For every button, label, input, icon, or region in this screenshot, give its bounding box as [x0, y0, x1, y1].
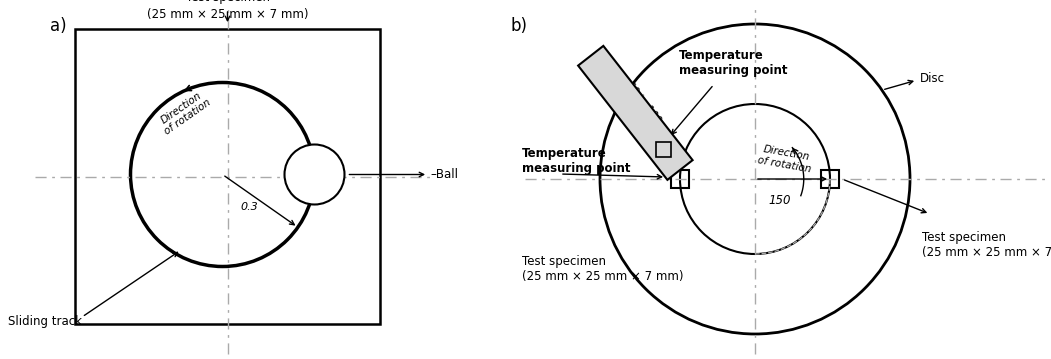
Text: (25 mm × 25 mm × 7 mm): (25 mm × 25 mm × 7 mm) [147, 8, 308, 21]
Text: Sliding track: Sliding track [8, 314, 82, 327]
Text: Test specimen
(25 mm × 25 mm × 7 mm): Test specimen (25 mm × 25 mm × 7 mm) [922, 231, 1051, 259]
Text: Disc: Disc [920, 71, 945, 85]
Text: 150: 150 [768, 195, 791, 208]
Text: 50 to 100: 50 to 100 [624, 80, 662, 126]
Text: Temperature
measuring point: Temperature measuring point [522, 147, 631, 175]
Ellipse shape [285, 145, 345, 205]
Text: Test specimen
(25 mm × 25 mm × 7 mm): Test specimen (25 mm × 25 mm × 7 mm) [522, 255, 683, 283]
Text: a): a) [50, 17, 66, 35]
Text: 0.3: 0.3 [241, 201, 259, 211]
Text: Direction
of rotation: Direction of rotation [156, 88, 213, 137]
Text: b): b) [510, 17, 527, 35]
Text: Temperature
measuring point: Temperature measuring point [679, 50, 787, 78]
Text: Test specimen: Test specimen [185, 0, 269, 4]
Text: –Ball: –Ball [430, 168, 458, 181]
Text: Direction
of rotation: Direction of rotation [757, 144, 813, 174]
Polygon shape [578, 46, 693, 180]
